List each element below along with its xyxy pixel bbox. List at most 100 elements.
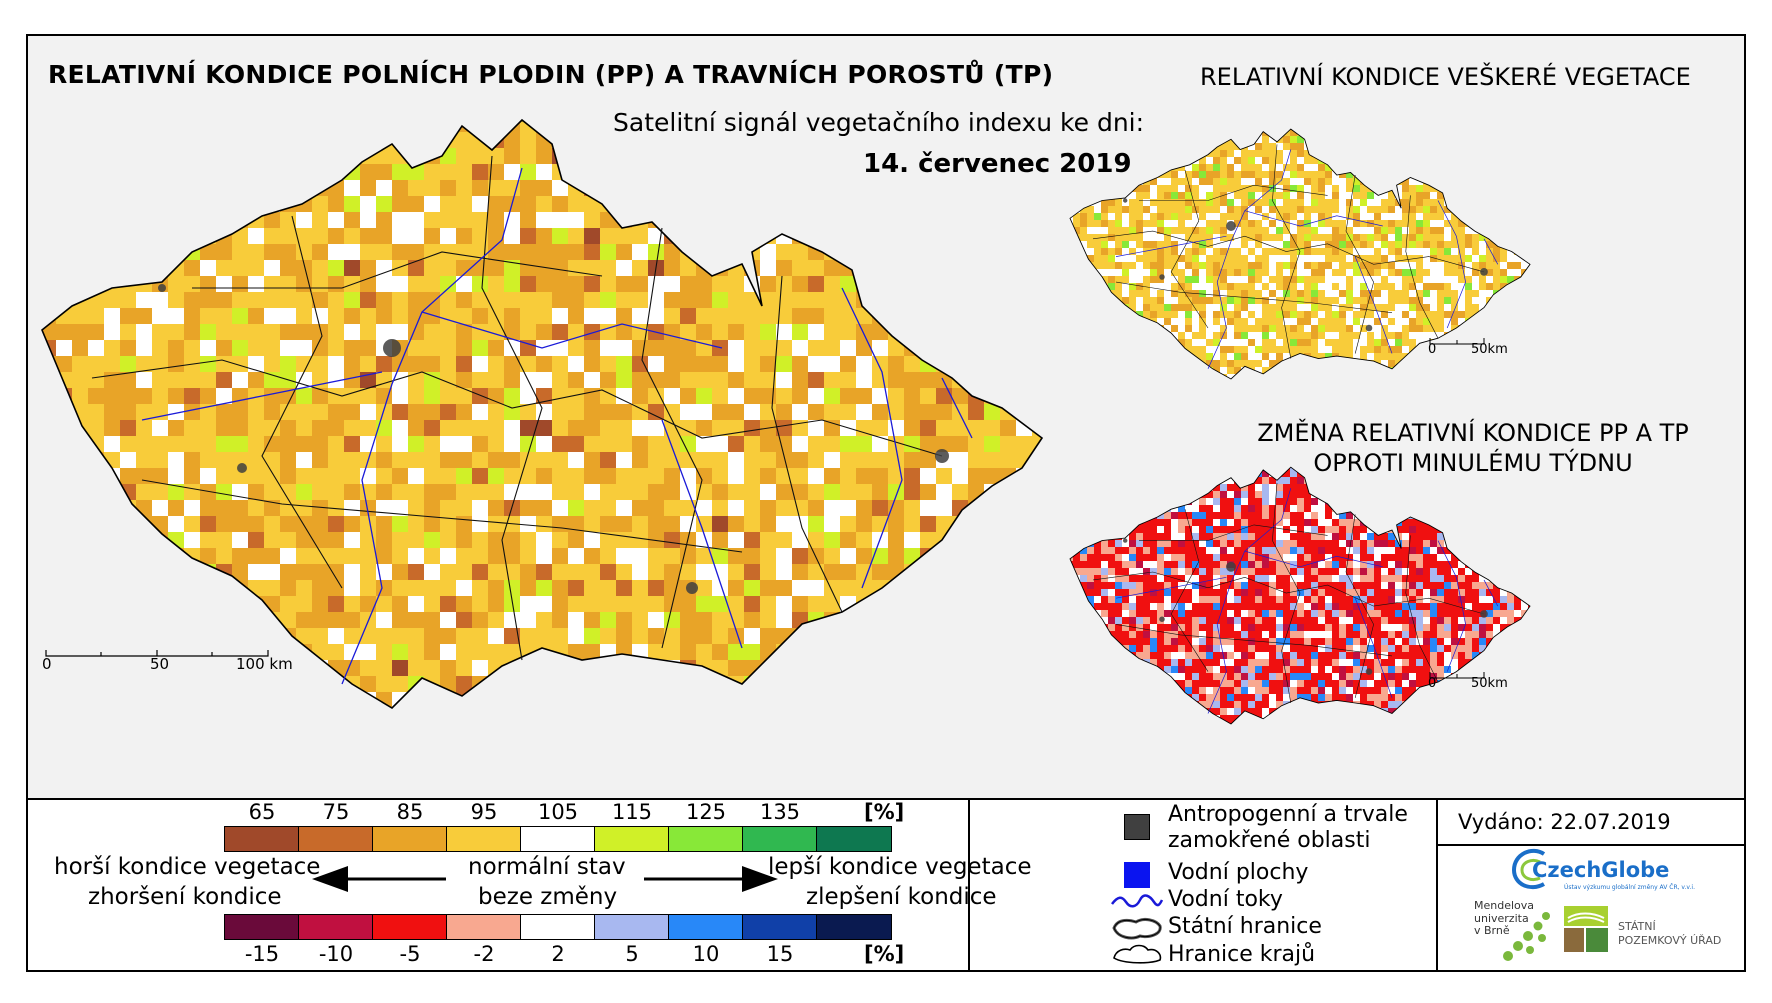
water-body-swatch bbox=[1124, 862, 1150, 888]
river bbox=[1244, 550, 1383, 568]
river bbox=[661, 419, 743, 649]
vegetation-condition-map bbox=[1069, 128, 1531, 380]
change-tick: 10 bbox=[692, 942, 720, 966]
region-border bbox=[141, 479, 743, 553]
region-border bbox=[1405, 195, 1439, 339]
urban-area bbox=[1365, 668, 1373, 675]
veg-scale-label-0: 0 bbox=[1428, 342, 1437, 357]
change-tick: 15 bbox=[766, 942, 794, 966]
urban-area bbox=[1480, 610, 1488, 618]
legend-divider bbox=[968, 800, 970, 970]
urban-area bbox=[1159, 616, 1165, 622]
condition-tick: 65 bbox=[248, 800, 276, 824]
region-border bbox=[91, 359, 943, 457]
scale-label-50: 50 bbox=[150, 655, 170, 673]
vegetation-scale-bar bbox=[1429, 338, 1485, 345]
map-poster: RELATIVNÍ KONDICE POLNÍCH PLODIN (PP) A … bbox=[26, 34, 1746, 972]
condition-change-map bbox=[1069, 466, 1531, 725]
water-bodies-label: Vodní plochy bbox=[1168, 860, 1309, 885]
condition-tick: 95 bbox=[470, 800, 498, 824]
urban-area bbox=[1226, 561, 1236, 572]
normal-state-label: normální stav bbox=[468, 854, 626, 880]
deterioration-label: zhoršení kondice bbox=[88, 884, 282, 910]
spu-logo-text-1: STÁTNÍ bbox=[1618, 920, 1656, 933]
region-border bbox=[192, 251, 603, 289]
condition-color-swatch bbox=[669, 827, 743, 851]
mendel-logo-text-2: univerzita bbox=[1474, 912, 1529, 925]
anthropogenic-label-2: zamokřené oblasti bbox=[1168, 828, 1371, 853]
issued-date: Vydáno: 22.07.2019 bbox=[1458, 810, 1671, 834]
region-border bbox=[1345, 174, 1374, 354]
legend-area: 65 75 85 95 105 115 125 135 [%] horší ko… bbox=[28, 798, 1744, 970]
region-border bbox=[1170, 509, 1209, 672]
river bbox=[341, 167, 523, 685]
river bbox=[1354, 598, 1393, 698]
river bbox=[1207, 488, 1292, 714]
change-tick: -5 bbox=[399, 942, 421, 966]
scale-label-0: 0 bbox=[42, 655, 52, 673]
czechglobe-logo-icon bbox=[1511, 848, 1546, 890]
condition-color-swatch bbox=[521, 827, 595, 851]
main-title: RELATIVNÍ KONDICE POLNÍCH PLODIN (PP) A … bbox=[48, 60, 1054, 89]
region-border bbox=[641, 227, 703, 649]
river bbox=[1244, 210, 1383, 227]
change-color-swatch bbox=[225, 915, 299, 939]
river bbox=[421, 311, 723, 349]
river bbox=[1483, 579, 1499, 607]
region-border bbox=[1345, 514, 1374, 698]
change-color-swatch bbox=[447, 915, 521, 939]
rivers-label: Vodní toky bbox=[1168, 887, 1283, 912]
scale-label-100: 100 km bbox=[236, 655, 293, 673]
urban-area bbox=[935, 449, 949, 463]
mendel-logo-text-3: v Brně bbox=[1474, 924, 1510, 937]
state-border-label: Státní hranice bbox=[1168, 914, 1322, 939]
region-border bbox=[771, 275, 843, 613]
region-border-icon bbox=[1113, 944, 1162, 964]
region-border bbox=[1092, 571, 1485, 615]
condition-color-swatch bbox=[447, 827, 521, 851]
arrow-right-icon bbox=[644, 866, 778, 892]
urban-area bbox=[1123, 538, 1128, 543]
mendel-logo-icon bbox=[1503, 912, 1550, 961]
river bbox=[1115, 576, 1227, 599]
region-border bbox=[1170, 169, 1209, 329]
chg-scale-label-0: 0 bbox=[1428, 676, 1437, 691]
condition-tick: 75 bbox=[322, 800, 350, 824]
no-change-label: beze změny bbox=[478, 884, 618, 910]
river bbox=[1437, 540, 1466, 672]
region-border bbox=[1092, 230, 1485, 273]
change-tick: 2 bbox=[551, 942, 565, 966]
condition-unit: [%] bbox=[864, 800, 905, 824]
state-border bbox=[1069, 466, 1531, 725]
condition-color-swatch bbox=[595, 827, 669, 851]
river bbox=[1483, 238, 1499, 265]
change-color-swatch bbox=[373, 915, 447, 939]
better-condition-label: lepší kondice vegetace bbox=[768, 854, 1032, 880]
state-border-icon bbox=[1112, 917, 1162, 940]
condition-tick: 115 bbox=[611, 800, 653, 824]
main-scale-bar bbox=[45, 650, 269, 657]
state-border bbox=[41, 118, 1044, 710]
spu-logo-icon bbox=[1564, 906, 1608, 952]
vegetation-map-title: RELATIVNÍ KONDICE VEŠKERÉ VEGETACE bbox=[1200, 63, 1691, 91]
change-pixels bbox=[1070, 467, 1530, 724]
condition-color-swatch bbox=[817, 827, 891, 851]
condition-tick: 105 bbox=[537, 800, 579, 824]
condition-color-swatch bbox=[299, 827, 373, 851]
region-border bbox=[1139, 184, 1328, 201]
change-color-ramp bbox=[224, 914, 892, 940]
condition-color-swatch bbox=[225, 827, 299, 851]
region-border bbox=[1139, 524, 1328, 541]
change-tick: -15 bbox=[244, 942, 280, 966]
worse-condition-label: horší kondice vegetace bbox=[54, 854, 321, 880]
change-color-swatch bbox=[817, 915, 891, 939]
river bbox=[1437, 200, 1466, 329]
urban-area bbox=[686, 582, 698, 594]
urban-area bbox=[1226, 221, 1236, 231]
river bbox=[841, 287, 903, 589]
change-unit: [%] bbox=[864, 942, 905, 966]
region-border bbox=[481, 155, 543, 661]
czechglobe-logo-subtitle: Ústav výzkumu globální změny AV ČR, v.v.… bbox=[1564, 884, 1695, 891]
arrow-left-icon bbox=[312, 866, 446, 892]
urban-area bbox=[237, 463, 247, 473]
